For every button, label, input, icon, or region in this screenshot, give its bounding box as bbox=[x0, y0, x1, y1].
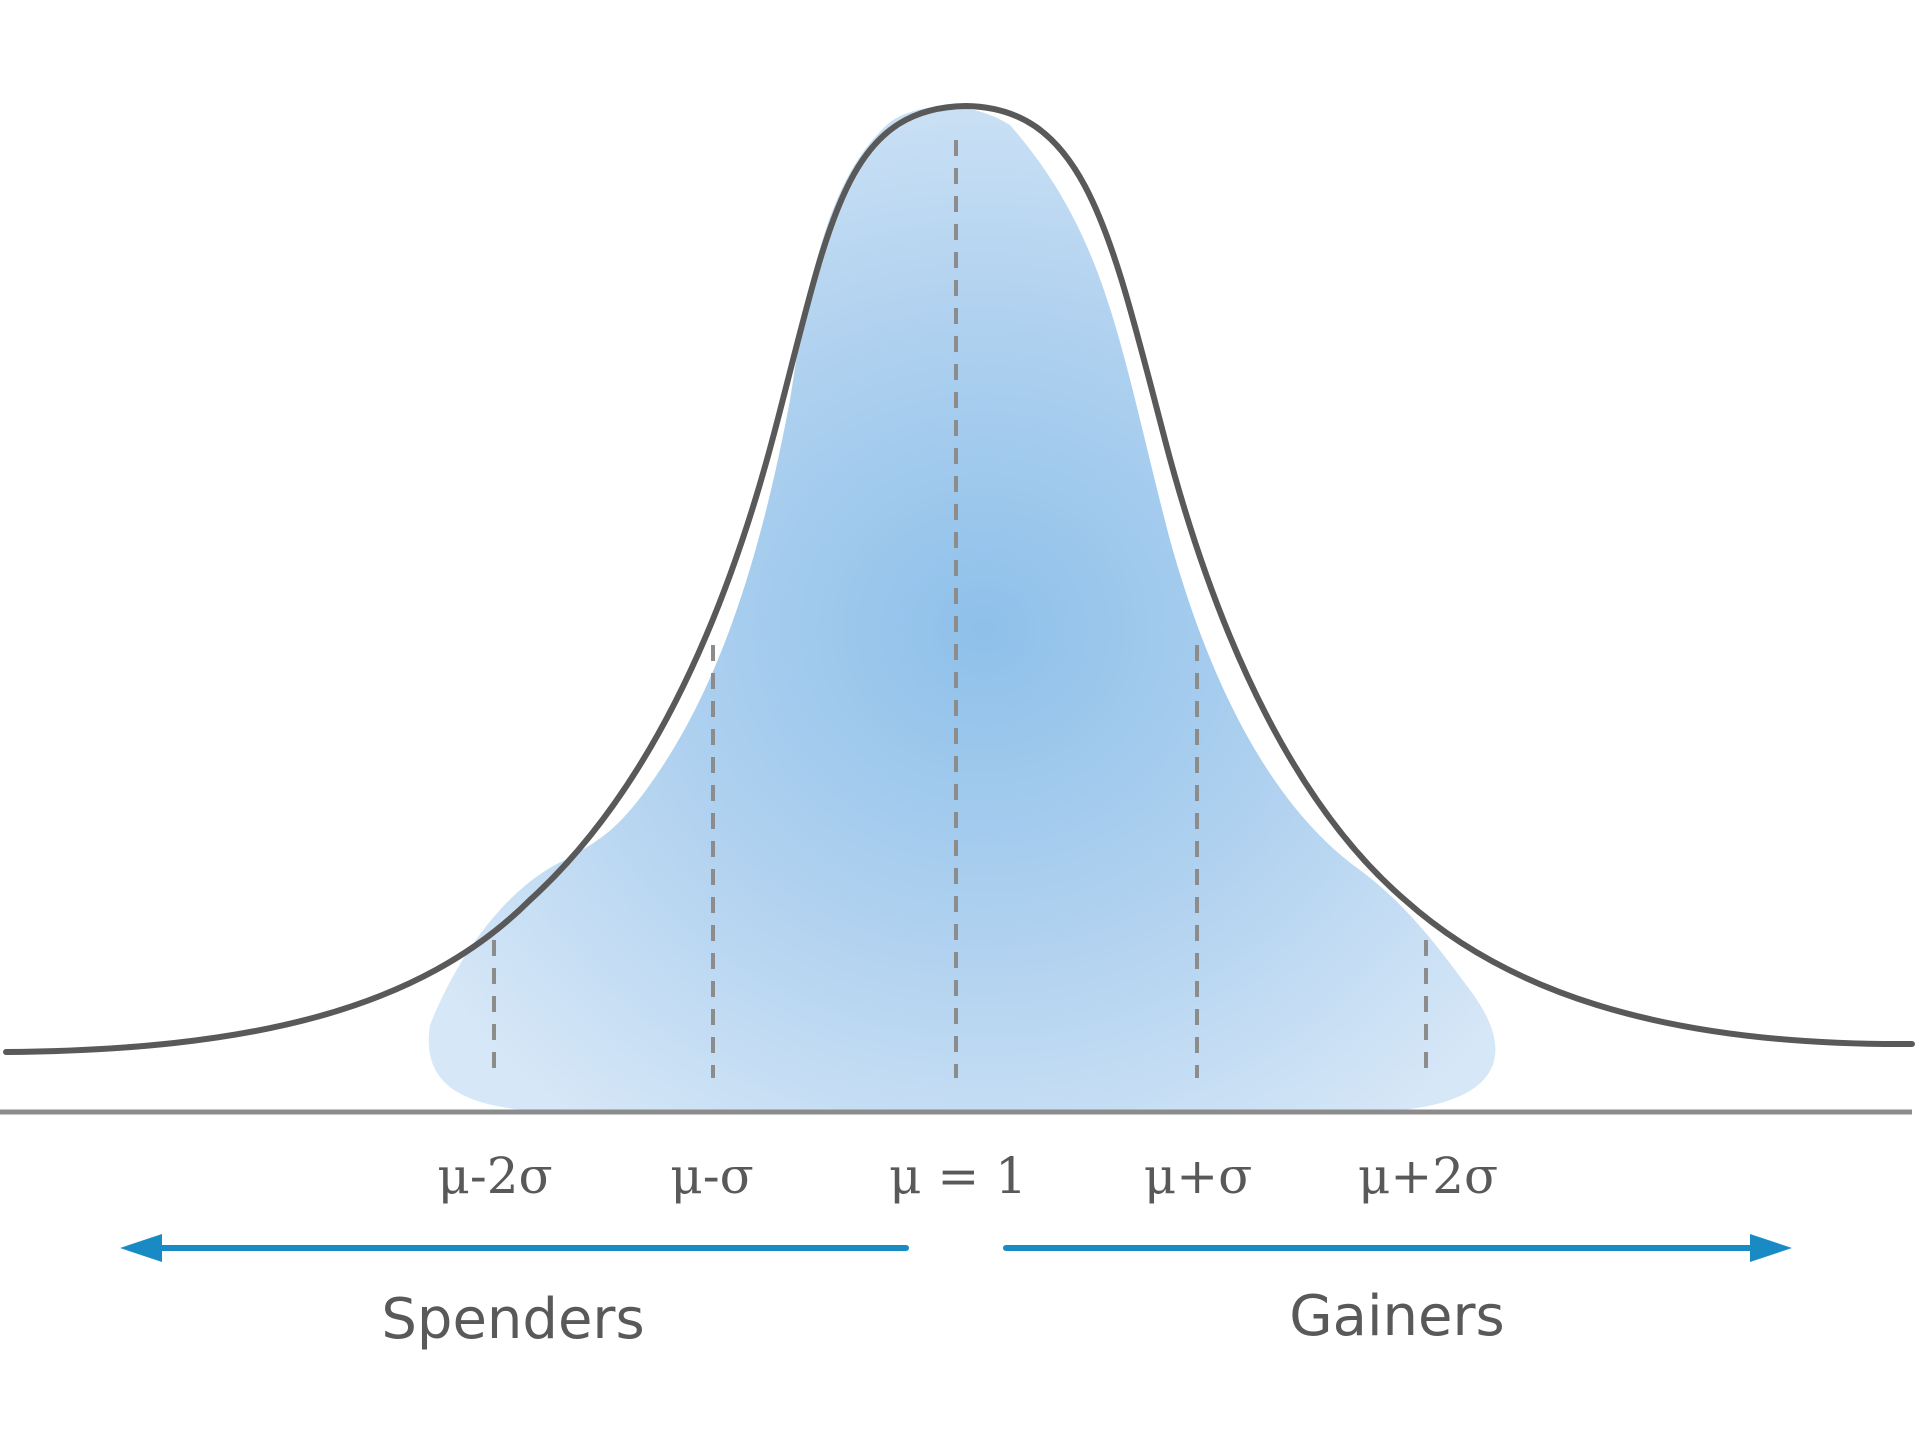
left-arrowhead-icon bbox=[120, 1234, 162, 1262]
tick-label-mu-minus-2sigma: μ-2σ bbox=[437, 1147, 552, 1205]
sigma-tick-labels: μ-2σ μ-σ μ = 1 μ+σ μ+2σ bbox=[437, 1147, 1498, 1205]
left-arrow bbox=[120, 1234, 909, 1262]
tick-label-mu-plus-sigma: μ+σ bbox=[1144, 1147, 1253, 1205]
tick-label-mu-center: μ = 1 bbox=[889, 1147, 1027, 1205]
distribution-fill bbox=[428, 106, 1496, 1112]
right-arrowhead-icon bbox=[1750, 1234, 1792, 1262]
gainers-label: Gainers bbox=[1289, 1284, 1504, 1349]
tick-label-mu-plus-2sigma: μ+2σ bbox=[1358, 1147, 1498, 1205]
tick-label-mu-minus-sigma: μ-σ bbox=[670, 1147, 754, 1205]
bell-curve bbox=[3, 102, 1915, 1055]
right-arrow bbox=[1003, 1234, 1792, 1262]
sigma-guide-lines bbox=[492, 140, 1428, 1078]
spenders-label: Spenders bbox=[381, 1287, 644, 1352]
